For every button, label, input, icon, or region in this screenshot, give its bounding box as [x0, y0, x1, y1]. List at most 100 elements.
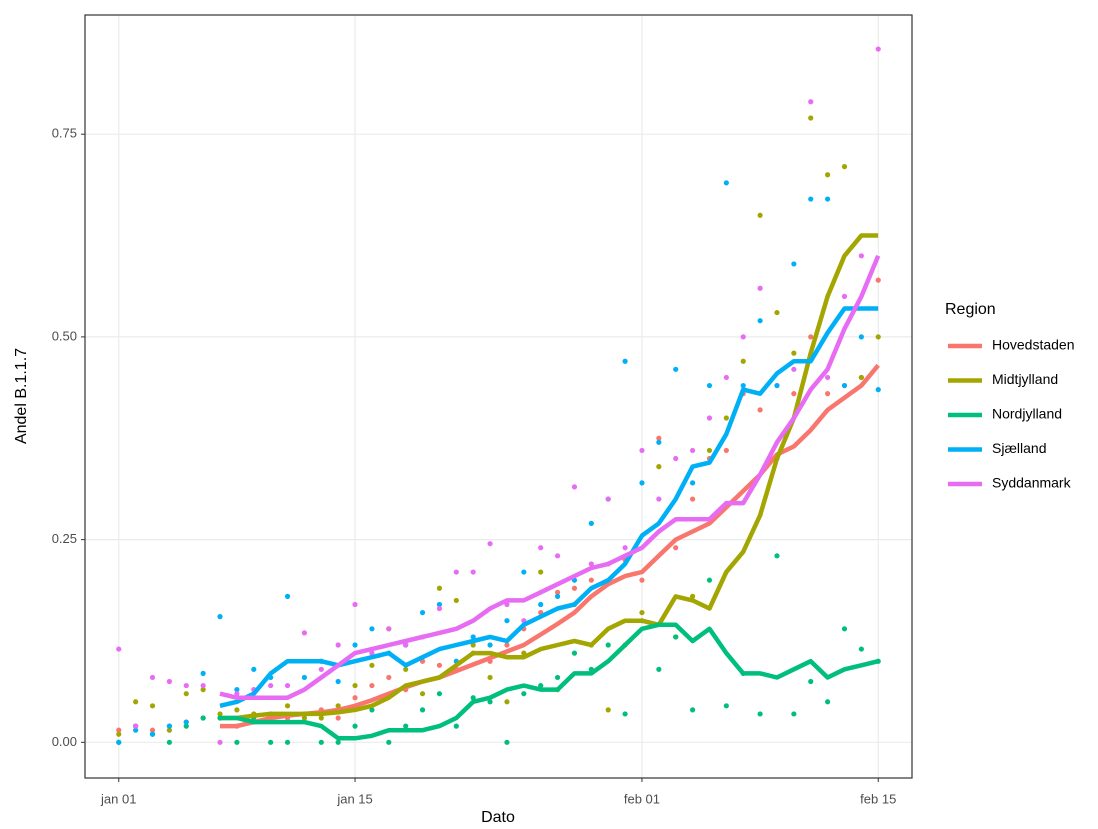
data-point [757, 318, 763, 324]
y-tick-label: 0.00 [52, 734, 77, 749]
data-point [673, 455, 679, 462]
data-point [436, 605, 443, 612]
data-point [116, 739, 122, 745]
data-point [689, 480, 696, 486]
data-point [301, 630, 308, 636]
y-tick-label: 0.75 [52, 126, 77, 141]
legend-label: Hovedstaden [992, 337, 1075, 353]
data-point [605, 496, 611, 502]
data-point [706, 382, 713, 389]
data-point [183, 691, 189, 697]
data-point [689, 593, 696, 599]
data-point [403, 642, 409, 648]
data-point [369, 707, 375, 713]
data-point [183, 682, 189, 689]
data-point [858, 646, 864, 652]
data-point [706, 447, 713, 454]
data-point [571, 650, 578, 656]
data-point [453, 597, 459, 604]
data-point [841, 164, 848, 170]
data-point [858, 334, 864, 340]
data-point [825, 196, 831, 202]
data-point [284, 593, 291, 599]
data-point [841, 382, 848, 389]
data-point [791, 350, 797, 356]
trend-line [220, 233, 879, 721]
data-point [504, 618, 510, 624]
data-point [825, 374, 831, 381]
data-point [116, 727, 122, 733]
x-axis-title: Dato [481, 809, 515, 826]
data-point [689, 447, 696, 454]
data-point [858, 253, 864, 259]
data-point [757, 285, 763, 291]
data-point [352, 723, 358, 729]
data-point [588, 520, 594, 526]
data-point [166, 739, 172, 745]
data-point [133, 723, 139, 729]
data-point [369, 662, 375, 668]
data-point [774, 553, 780, 559]
data-point [453, 723, 459, 729]
data-point [757, 212, 763, 218]
data-point [284, 703, 291, 709]
legend-label: Syddanmark [992, 475, 1072, 491]
trend-line [219, 306, 879, 708]
data-point [487, 674, 493, 681]
data-point [656, 439, 662, 445]
data-point [808, 334, 814, 340]
data-point [689, 496, 696, 502]
data-point [639, 480, 645, 486]
data-point [689, 707, 696, 713]
data-point [352, 642, 358, 648]
x-tick-label: feb 15 [860, 791, 896, 806]
data-point [639, 577, 645, 583]
data-point [723, 415, 729, 421]
data-point [656, 435, 662, 441]
data-point [538, 545, 544, 551]
data-point [386, 674, 392, 681]
data-point [622, 545, 628, 551]
data-point [605, 642, 611, 648]
data-point [149, 703, 156, 709]
data-point [436, 601, 443, 608]
data-point [639, 447, 645, 454]
data-point [808, 115, 814, 121]
data-point [875, 334, 881, 340]
x-tick-label: jan 01 [100, 791, 136, 806]
data-point [166, 678, 172, 685]
data-point [352, 695, 358, 701]
data-point [875, 277, 881, 283]
data-point [369, 626, 375, 632]
data-point [352, 601, 358, 608]
data-point [504, 642, 510, 648]
plot-panel [85, 15, 912, 778]
data-point [757, 407, 763, 413]
data-point [284, 682, 291, 689]
data-point [808, 99, 814, 105]
legend-label: Nordjylland [992, 406, 1062, 422]
data-point [318, 715, 324, 721]
data-point [149, 727, 156, 733]
data-point [234, 691, 240, 697]
data-point [217, 739, 223, 745]
data-point [571, 484, 578, 490]
data-point [757, 711, 763, 717]
data-point [470, 569, 476, 575]
data-point [436, 662, 443, 668]
data-point [335, 642, 341, 648]
data-point [470, 642, 476, 648]
data-point [841, 626, 848, 632]
data-point [521, 691, 527, 697]
data-point [335, 703, 341, 709]
data-point [656, 464, 662, 470]
data-point [284, 739, 291, 745]
data-point [858, 374, 864, 381]
data-point [268, 682, 274, 689]
data-point [200, 687, 206, 693]
data-point [183, 719, 189, 725]
data-point [200, 715, 206, 721]
data-point [740, 334, 746, 340]
data-point [588, 577, 594, 583]
data-point [538, 569, 544, 575]
